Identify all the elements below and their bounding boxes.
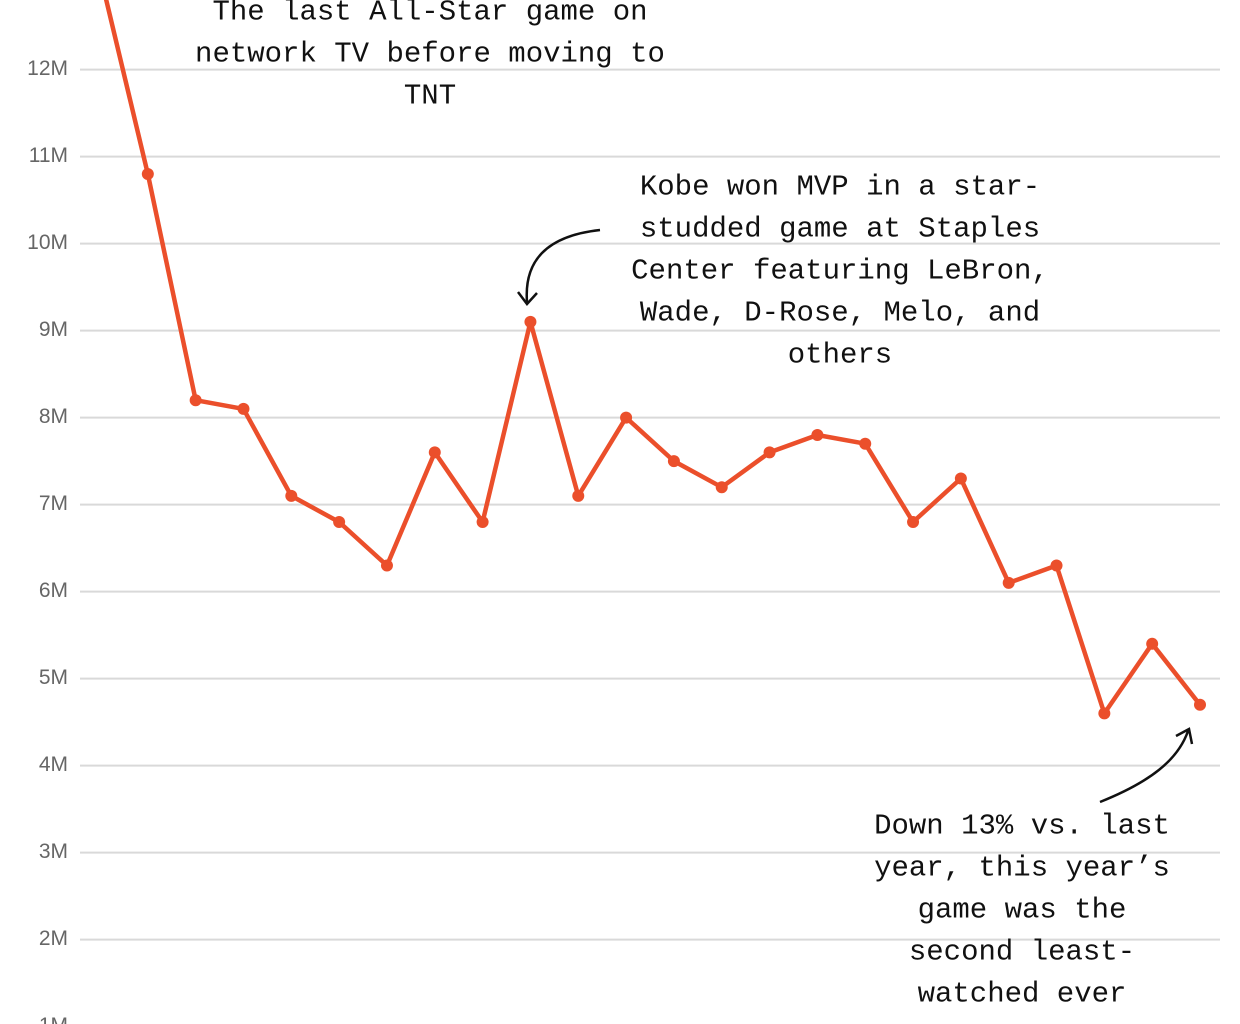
point <box>380 559 393 572</box>
point <box>763 446 776 459</box>
point <box>667 455 680 468</box>
arrows <box>517 228 1194 804</box>
annotation: Wade, D-Rose, Melo, and <box>640 297 1040 330</box>
point <box>1050 559 1063 572</box>
y-tick-label: 4M <box>39 753 68 776</box>
point <box>572 489 585 502</box>
point <box>237 402 250 415</box>
arrow <box>1099 730 1190 804</box>
point <box>1194 698 1206 711</box>
y-tick-label: 11M <box>29 144 68 167</box>
y-tick-label: 8M <box>39 405 68 428</box>
annotation: game was the <box>918 894 1127 927</box>
y-tick-label: 6M <box>39 579 68 602</box>
y-axis: 1M 2M 3M 4M 5M 6M 7M 8M 9M 10M 11M 12M <box>27 57 68 1024</box>
point <box>715 481 728 494</box>
point <box>476 516 489 529</box>
annotation: year, this year’s <box>874 852 1170 885</box>
point <box>859 437 872 450</box>
point <box>428 446 441 459</box>
point <box>811 429 824 442</box>
arrow <box>525 228 601 303</box>
arrow-head <box>1175 727 1194 745</box>
y-tick-label: 10M <box>27 231 68 254</box>
annotations: The last All-Star game on network TV befo… <box>195 0 1170 1011</box>
y-tick-label: 7M <box>39 492 68 515</box>
y-tick-label: 2M <box>39 927 68 950</box>
line <box>103 0 1202 716</box>
point <box>1146 637 1159 650</box>
annotation: studded game at Staples <box>640 213 1040 246</box>
annotation: others <box>788 339 892 372</box>
y-tick-label: 12M <box>27 57 68 80</box>
y-tick-label: 3M <box>39 840 68 863</box>
point <box>907 516 920 529</box>
point <box>954 472 967 485</box>
annotation: Kobe won MVP in a star- <box>640 171 1040 204</box>
plot-area <box>103 0 1206 720</box>
point <box>524 315 537 328</box>
point <box>141 168 154 181</box>
y-tick-label: 5M <box>39 666 68 689</box>
annotation: network TV before moving to <box>195 38 665 71</box>
annotation: Center featuring LeBron, <box>631 255 1049 288</box>
point <box>620 411 633 424</box>
y-tick-label: 9M <box>39 318 68 341</box>
annotation: Down 13% vs. last <box>874 810 1170 843</box>
annotation: watched ever <box>918 978 1127 1011</box>
point <box>1098 707 1111 720</box>
arrow-head <box>517 291 538 306</box>
point <box>285 489 298 502</box>
annotation: second least- <box>909 936 1135 969</box>
grid <box>80 68 1220 941</box>
annotation: TNT <box>404 80 456 113</box>
annotation: The last All-Star game on <box>212 0 647 29</box>
point <box>1002 576 1015 589</box>
point <box>189 394 202 407</box>
point <box>333 516 346 529</box>
y-tick-label: 1M <box>39 1014 68 1024</box>
